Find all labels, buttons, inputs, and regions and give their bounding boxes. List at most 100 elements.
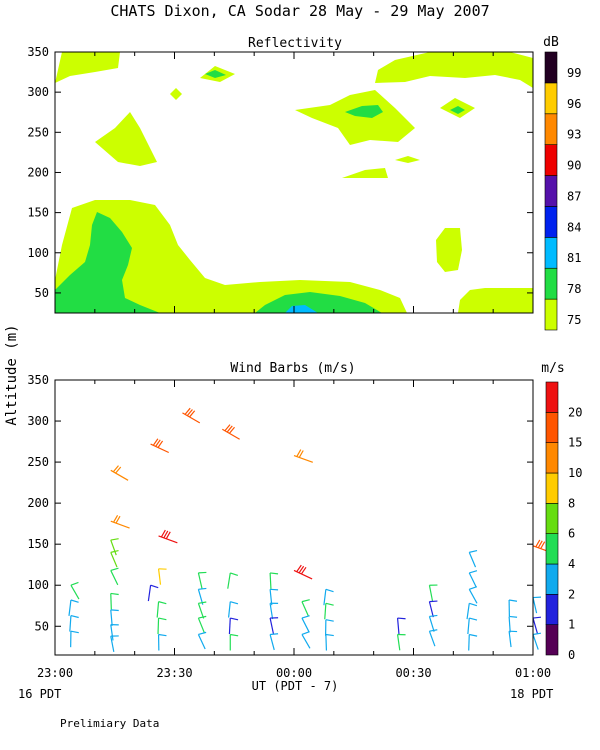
wind-ytick-label: 300 <box>27 414 49 428</box>
wind-colorbar-unit: m/s <box>541 361 564 376</box>
refl-colorbar-label: 96 <box>567 97 581 111</box>
wind-barb <box>269 617 279 634</box>
refl-colorbar-label: 78 <box>567 282 581 296</box>
refl-swatch <box>544 175 558 207</box>
wind-barb <box>110 514 130 529</box>
wind-ytick-label: 200 <box>27 496 49 510</box>
refl-ytick-label: 50 <box>35 286 49 300</box>
wind-barb <box>468 570 478 588</box>
refl-swatch <box>544 237 558 269</box>
refl-swatch <box>544 206 558 238</box>
wind-barb <box>228 617 239 635</box>
refl-ytick-label: 250 <box>27 125 49 139</box>
reflectivity-contour-region <box>55 212 160 313</box>
figure-title: CHATS Dixon, CA Sodar 28 May - 29 May 20… <box>110 2 489 20</box>
footnote: Prelimiary Data <box>60 717 159 730</box>
wind-barb <box>324 619 334 636</box>
wind-barb <box>222 424 240 440</box>
wind-barb <box>269 633 279 651</box>
reflectivity-y-axis: 50 100 150 200 250 300 350 <box>27 45 533 300</box>
wind-colorbar-label: 1 <box>568 618 575 632</box>
wind-barb-marks <box>68 407 552 652</box>
wind-ytick-label: 100 <box>27 578 49 592</box>
wind-barb <box>110 635 119 652</box>
wind-barb <box>197 631 207 650</box>
wind-barb <box>197 615 207 634</box>
wind-barb <box>147 584 159 602</box>
reflectivity-contour-region <box>55 52 120 83</box>
wind-swatch <box>545 442 559 474</box>
wind-barb <box>227 601 239 618</box>
wind-barb <box>269 572 279 589</box>
wind-barb <box>508 615 518 633</box>
refl-ytick-label: 200 <box>27 165 49 179</box>
reflectivity-contour-region <box>205 70 226 78</box>
wind-barb <box>428 614 438 632</box>
wind-barb <box>110 609 119 626</box>
wind-barb <box>301 615 310 633</box>
wind-barb <box>69 615 79 632</box>
wind-swatch <box>545 594 559 625</box>
wind-barb <box>428 584 438 602</box>
reflectivity-contour-region <box>95 112 157 166</box>
reflectivity-contour-region <box>55 200 407 313</box>
reflectivity-contour-region <box>458 288 533 313</box>
wind-barbs-title: Wind Barbs (m/s) <box>230 361 355 376</box>
refl-colorbar-label: 93 <box>567 128 581 142</box>
wind-barb <box>68 599 79 616</box>
wind-barb <box>428 600 438 618</box>
wind-barb <box>227 572 239 589</box>
refl-colorbar-label: 84 <box>567 220 581 234</box>
y-axis-label: Altitude (m) <box>4 324 20 425</box>
wind-xtick-label: 00:00 <box>276 666 312 680</box>
refl-colorbar-label: 81 <box>567 251 581 265</box>
reflectivity-contour-region <box>170 88 182 100</box>
wind-barb <box>110 592 119 610</box>
wind-x-axis: 23:00 23:30 00:00 00:30 01:00 <box>37 380 551 680</box>
wind-barb <box>110 567 119 586</box>
reflectivity-contours <box>55 52 533 313</box>
right-date-label: 18 PDT <box>510 687 553 701</box>
refl-colorbar-label: 90 <box>567 159 581 173</box>
wind-colorbar-label: 6 <box>568 527 575 541</box>
refl-swatch <box>544 113 558 145</box>
wind-frame <box>54 379 534 656</box>
reflectivity-contour-region <box>295 90 415 145</box>
wind-barb <box>110 465 129 481</box>
wind-barb <box>323 588 334 606</box>
refl-swatch <box>544 82 558 115</box>
refl-colorbar-label: 99 <box>567 66 581 80</box>
reflectivity-x-axis <box>54 52 534 313</box>
wind-barb <box>396 617 406 635</box>
wind-barb <box>157 633 167 651</box>
reflectivity-title: Reflectivity <box>248 36 342 51</box>
reflectivity-contour-region <box>345 105 383 118</box>
wind-colorbar: 0 1 2 4 6 8 10 15 20 <box>545 381 582 662</box>
wind-barb <box>508 630 518 648</box>
wind-barb <box>197 571 207 589</box>
refl-swatch <box>544 51 558 84</box>
refl-colorbar-label: 87 <box>567 189 581 203</box>
reflectivity-contour-region <box>342 168 388 178</box>
refl-ytick-label: 300 <box>27 85 49 99</box>
wind-barb <box>466 602 478 620</box>
wind-colorbar-label: 4 <box>568 557 575 571</box>
reflectivity-colorbar: 75 78 81 84 87 90 93 96 99 <box>544 51 581 331</box>
wind-y-axis: 50 100 150 200 250 300 350 <box>27 373 533 633</box>
wind-colorbar-label: 10 <box>568 466 582 480</box>
refl-ytick-label: 100 <box>27 246 49 260</box>
wind-barb <box>325 633 334 651</box>
wind-barb <box>269 588 279 606</box>
wind-ytick-label: 350 <box>27 373 49 387</box>
wind-swatch <box>545 381 559 413</box>
reflectivity-colorbar-unit: dB <box>543 35 559 50</box>
wind-swatch <box>545 533 559 565</box>
wind-barb <box>293 449 313 463</box>
wind-xtick-label: 01:00 <box>515 666 551 680</box>
wind-barb <box>110 624 119 641</box>
refl-ytick-label: 150 <box>27 206 49 220</box>
reflectivity-contour-region <box>395 156 420 163</box>
refl-swatch <box>544 144 558 176</box>
